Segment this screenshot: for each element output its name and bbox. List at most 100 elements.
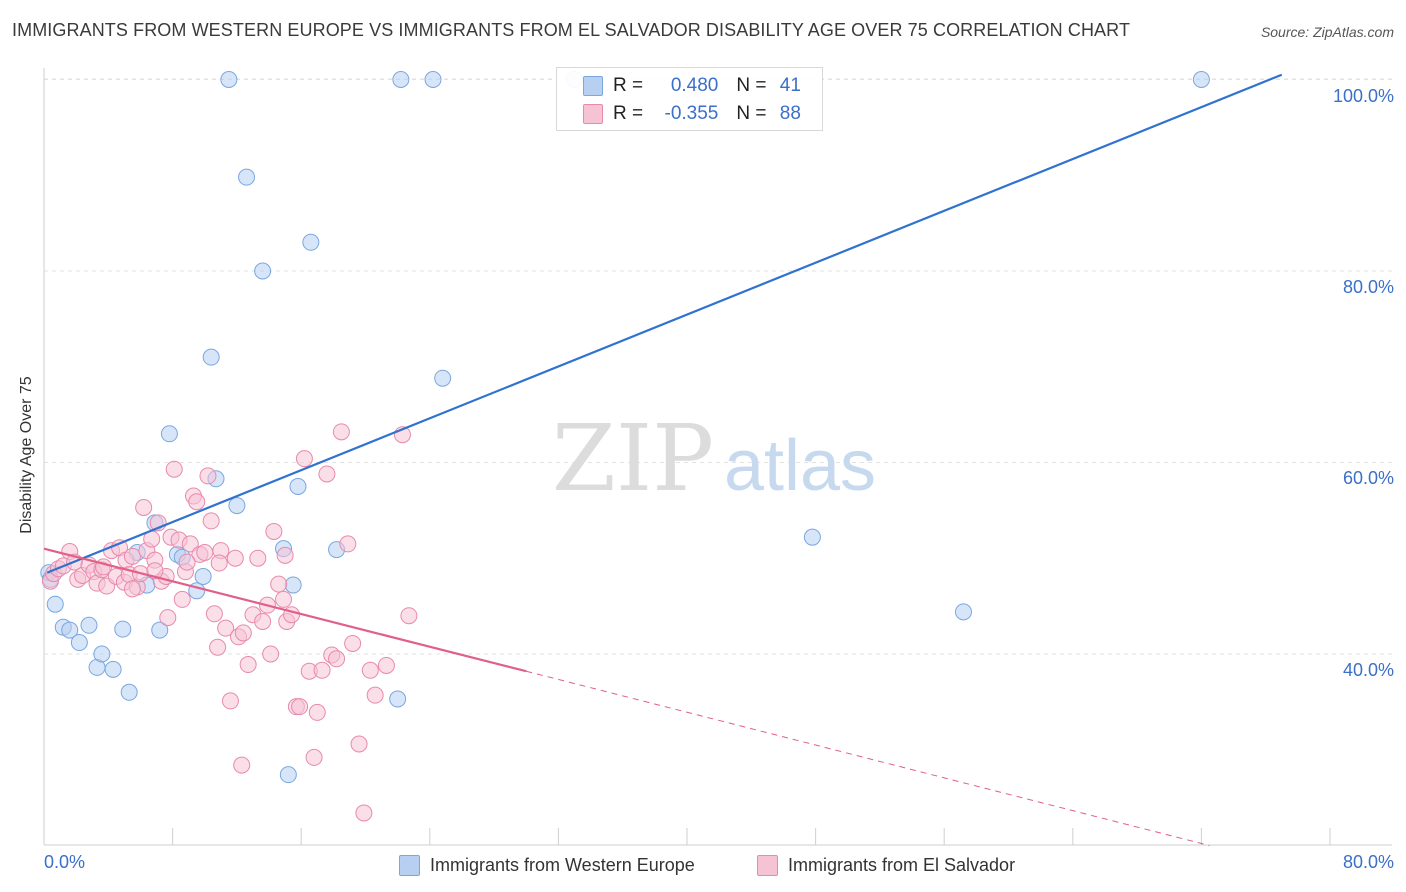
point-el-salvador <box>233 756 251 774</box>
y-tick-label-80: 80.0% <box>1342 277 1394 297</box>
watermark-atlas: atlas <box>724 426 876 506</box>
point-el-salvador <box>339 535 357 553</box>
point-el-salvador <box>226 549 244 567</box>
correlation-legend: R = 0.480 N = 41 R = -0.355 N = 88 <box>556 67 823 131</box>
point-el-salvador <box>270 575 288 593</box>
point-el-salvador <box>239 656 257 674</box>
point-el-salvador <box>318 465 336 483</box>
point-western-europe <box>151 621 169 639</box>
legend-swatch-el-salvador-bottom <box>757 854 778 876</box>
point-western-europe <box>389 690 407 708</box>
point-el-salvador <box>234 624 252 642</box>
point-el-salvador <box>291 698 309 716</box>
n-value-el-salvador: 88 <box>779 103 801 124</box>
point-western-europe <box>803 528 821 546</box>
trend-line-el-salvador <box>43 547 527 673</box>
point-el-salvador <box>188 493 206 511</box>
point-el-salvador <box>199 467 217 485</box>
point-western-europe <box>202 348 220 366</box>
point-el-salvador <box>377 656 395 674</box>
point-el-salvador <box>308 703 326 721</box>
trend-line-el-salvador-extension <box>526 670 1210 846</box>
point-el-salvador <box>276 546 294 564</box>
x-tick-label-min: 0.0% <box>44 852 86 872</box>
point-el-salvador <box>344 634 362 652</box>
point-western-europe <box>46 595 64 613</box>
point-el-salvador <box>196 544 214 562</box>
point-western-europe <box>284 576 302 594</box>
point-el-salvador <box>265 522 283 540</box>
point-el-salvador <box>350 735 368 753</box>
point-western-europe <box>194 567 212 585</box>
point-el-salvador <box>254 612 272 630</box>
point-western-europe <box>70 634 88 652</box>
legend-row-western-europe: R = 0.480 N = 41 <box>583 72 801 100</box>
point-western-europe <box>289 477 307 495</box>
point-el-salvador <box>123 580 141 598</box>
legend-row-el-salvador: R = -0.355 N = 88 <box>583 100 801 128</box>
point-western-europe <box>1192 71 1210 88</box>
watermark-zip: ZIP <box>552 405 714 512</box>
point-western-europe <box>434 369 452 387</box>
source-label: Source: ZipAtlas.com <box>1260 24 1394 40</box>
point-western-europe <box>120 683 138 701</box>
point-el-salvador <box>178 553 196 571</box>
point-el-salvador <box>209 638 227 656</box>
y-tick-label-60: 60.0% <box>1342 468 1394 488</box>
chart-title: IMMIGRANTS FROM WESTERN EUROPE VS IMMIGR… <box>12 20 1131 40</box>
point-el-salvador <box>249 549 267 567</box>
point-el-salvador <box>173 590 191 608</box>
axes <box>43 68 1392 846</box>
r-value-el-salvador: -0.355 <box>664 103 719 124</box>
point-el-salvador <box>165 460 183 478</box>
point-el-salvador <box>328 650 346 668</box>
series-el-salvador-points <box>41 423 418 822</box>
y-tick-label-40: 40.0% <box>1342 660 1394 680</box>
point-western-europe <box>93 645 111 663</box>
point-western-europe <box>279 766 297 784</box>
point-western-europe <box>254 262 272 280</box>
point-western-europe <box>238 168 256 186</box>
y-tick-label-100: 100.0% <box>1332 86 1394 106</box>
point-el-salvador <box>355 804 373 822</box>
x-tick-label-max: 80.0% <box>1342 852 1394 872</box>
legend-label-western-europe: Immigrants from Western Europe <box>430 854 695 875</box>
point-western-europe <box>424 71 442 88</box>
point-el-salvador <box>146 562 164 580</box>
point-el-salvador <box>400 607 418 625</box>
point-el-salvador <box>181 535 199 553</box>
point-western-europe <box>114 620 132 638</box>
point-western-europe <box>61 621 79 639</box>
point-el-salvador <box>361 661 379 679</box>
trend-lines <box>43 73 1283 846</box>
point-western-europe <box>104 660 122 678</box>
point-el-salvador <box>275 590 293 608</box>
point-el-salvador <box>159 609 177 627</box>
legend-swatch-western-europe-bottom <box>399 854 420 876</box>
point-western-europe <box>228 497 246 515</box>
point-western-europe <box>954 603 972 621</box>
legend-swatch-western-europe <box>583 76 603 96</box>
point-el-salvador <box>305 748 323 766</box>
point-el-salvador <box>123 547 141 565</box>
point-el-salvador <box>205 605 223 623</box>
point-el-salvador <box>135 499 153 517</box>
point-el-salvador <box>217 619 235 637</box>
point-el-salvador <box>210 554 228 572</box>
legend-label-el-salvador: Immigrants from El Salvador <box>788 854 1016 875</box>
point-western-europe <box>80 616 98 634</box>
point-western-europe <box>392 71 410 88</box>
point-el-salvador <box>221 692 239 710</box>
point-el-salvador <box>366 686 384 704</box>
n-value-western-europe: 41 <box>779 75 801 96</box>
point-el-salvador <box>202 512 220 530</box>
trend-line-western-europe <box>46 73 1283 574</box>
point-el-salvador <box>332 423 350 441</box>
r-value-western-europe: 0.480 <box>670 75 719 96</box>
point-western-europe <box>220 71 238 88</box>
point-western-europe <box>160 425 178 443</box>
gridlines <box>44 78 1392 655</box>
point-el-salvador <box>262 645 280 663</box>
point-western-europe <box>302 233 320 251</box>
